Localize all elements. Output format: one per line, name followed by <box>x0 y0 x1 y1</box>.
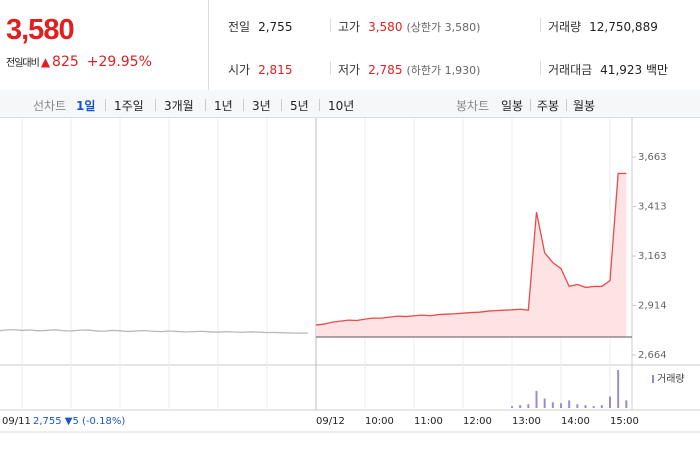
change: 825 <box>52 54 79 70</box>
x-tick-label: 10:00 <box>365 416 394 427</box>
divider <box>281 99 282 111</box>
separator <box>540 18 541 32</box>
candle-tab[interactable]: 주봉 <box>537 99 560 113</box>
period-tab[interactable]: 1년 <box>214 99 233 113</box>
area-fill <box>316 173 627 337</box>
stat-value: 3,580 <box>368 20 403 34</box>
stat-label: 저가 <box>338 63 361 77</box>
price: 3,580 <box>6 14 75 46</box>
change-label: 전일대비 <box>6 58 40 69</box>
separator <box>330 18 331 32</box>
y-tick-label: 3,413 <box>638 202 667 213</box>
period-tab[interactable]: 5년 <box>290 99 309 113</box>
volume-bar <box>592 406 595 408</box>
x-tick-label: 11:00 <box>414 416 443 427</box>
stat: 시가 2,815 <box>228 61 292 78</box>
divider <box>105 99 106 111</box>
stat-label: 거래량 <box>548 20 582 34</box>
tab-group-label: 선차트 <box>33 99 67 113</box>
stat-note: (상한가 3,580) <box>406 21 481 34</box>
stat: 거래대금 41,923 백만 <box>548 61 668 78</box>
volume-bar <box>527 404 530 408</box>
candle-tab[interactable]: 일봉 <box>501 99 524 113</box>
volume-bar <box>625 400 628 408</box>
x-tick-label: 12:00 <box>463 416 492 427</box>
stat: 고가 3,580 (상한가 3,580) <box>338 18 480 35</box>
divider <box>530 99 531 111</box>
y-tick-label: 3,163 <box>638 251 667 262</box>
volume-bar <box>568 400 571 408</box>
y-tick-label: 2,914 <box>638 300 667 311</box>
tab-group-label: 봉차트 <box>456 99 490 113</box>
stat-value: 2,785 <box>368 63 403 77</box>
x-tick-label: 13:00 <box>512 416 541 427</box>
divider <box>566 99 567 111</box>
period-tab[interactable]: 3년 <box>252 99 271 113</box>
divider <box>243 99 244 111</box>
chart-tabs: 선차트 1일 1주일 3개월 1년 3년 5년 10년 봉차트 일봉 주봉 월봉 <box>0 90 700 118</box>
separator <box>540 61 541 75</box>
candle-tab[interactable]: 월봉 <box>573 99 596 113</box>
divider <box>205 99 206 111</box>
volume-bar <box>511 406 513 408</box>
stat-note: (하한가 1,930) <box>406 64 481 77</box>
price-line <box>0 328 308 334</box>
change-rate: +29.95% <box>86 54 152 70</box>
up-icon: ▲ <box>40 55 51 69</box>
stat-value: 2,755 <box>258 20 293 34</box>
stat-label: 전일 <box>228 20 251 34</box>
volume-bar <box>551 402 554 408</box>
price-box: 3,580 전일대비 ▲ 825 +29.95% <box>0 0 209 90</box>
x-tick-label: 14:00 <box>561 416 590 427</box>
period-tab[interactable]: 1주일 <box>114 99 144 113</box>
volume-bar <box>576 404 579 408</box>
x-tick-label: 09/12 <box>316 416 345 427</box>
legend-swatch <box>652 375 654 383</box>
period-tab[interactable]: 10년 <box>328 99 355 113</box>
prev-day-summary: 2,755 ▼5 (-0.18%) <box>33 416 125 427</box>
volume-bar <box>600 405 603 408</box>
stat-label: 시가 <box>228 63 251 77</box>
stat-value: 41,923 백만 <box>600 63 669 77</box>
stat-value: 12,750,889 <box>589 20 658 34</box>
volume-bar <box>543 398 546 408</box>
divider <box>319 99 320 111</box>
chart: 09/11 09/12 10:00 11:00 12:00 13:00 14:00 15:00… <box>0 118 700 433</box>
volume-bar <box>519 405 522 408</box>
price-line <box>315 172 627 326</box>
stat-label: 거래대금 <box>548 63 593 77</box>
quote-header: 3,580 전일대비 ▲ 825 +29.95% 전일 2,755 고가 3,580 (상한가… <box>0 0 700 91</box>
volume-bar <box>584 405 587 408</box>
volume-bar <box>535 390 538 408</box>
x-tick-label: 15:00 <box>610 416 639 427</box>
volume-bar <box>617 370 620 408</box>
x-tick-label: 09/11 <box>2 416 31 427</box>
separator <box>330 61 331 75</box>
y-tick-label: 2,664 <box>638 350 667 361</box>
period-tab[interactable]: 1일 <box>76 99 96 113</box>
legend-label: 거래량 <box>657 373 685 385</box>
divider <box>155 99 156 111</box>
volume-bar <box>560 403 562 408</box>
y-tick-label: 3,663 <box>638 152 667 163</box>
stat-label: 고가 <box>338 20 361 34</box>
stat-value: 2,815 <box>258 63 293 77</box>
stat: 거래량 12,750,889 <box>548 18 658 35</box>
stat: 전일 2,755 <box>228 18 292 35</box>
change-row: 전일대비 ▲ 825 +29.95% <box>6 54 152 70</box>
volume-bar <box>609 396 611 408</box>
stat: 저가 2,785 (하한가 1,930) <box>338 61 480 78</box>
period-tab[interactable]: 3개월 <box>164 99 194 113</box>
